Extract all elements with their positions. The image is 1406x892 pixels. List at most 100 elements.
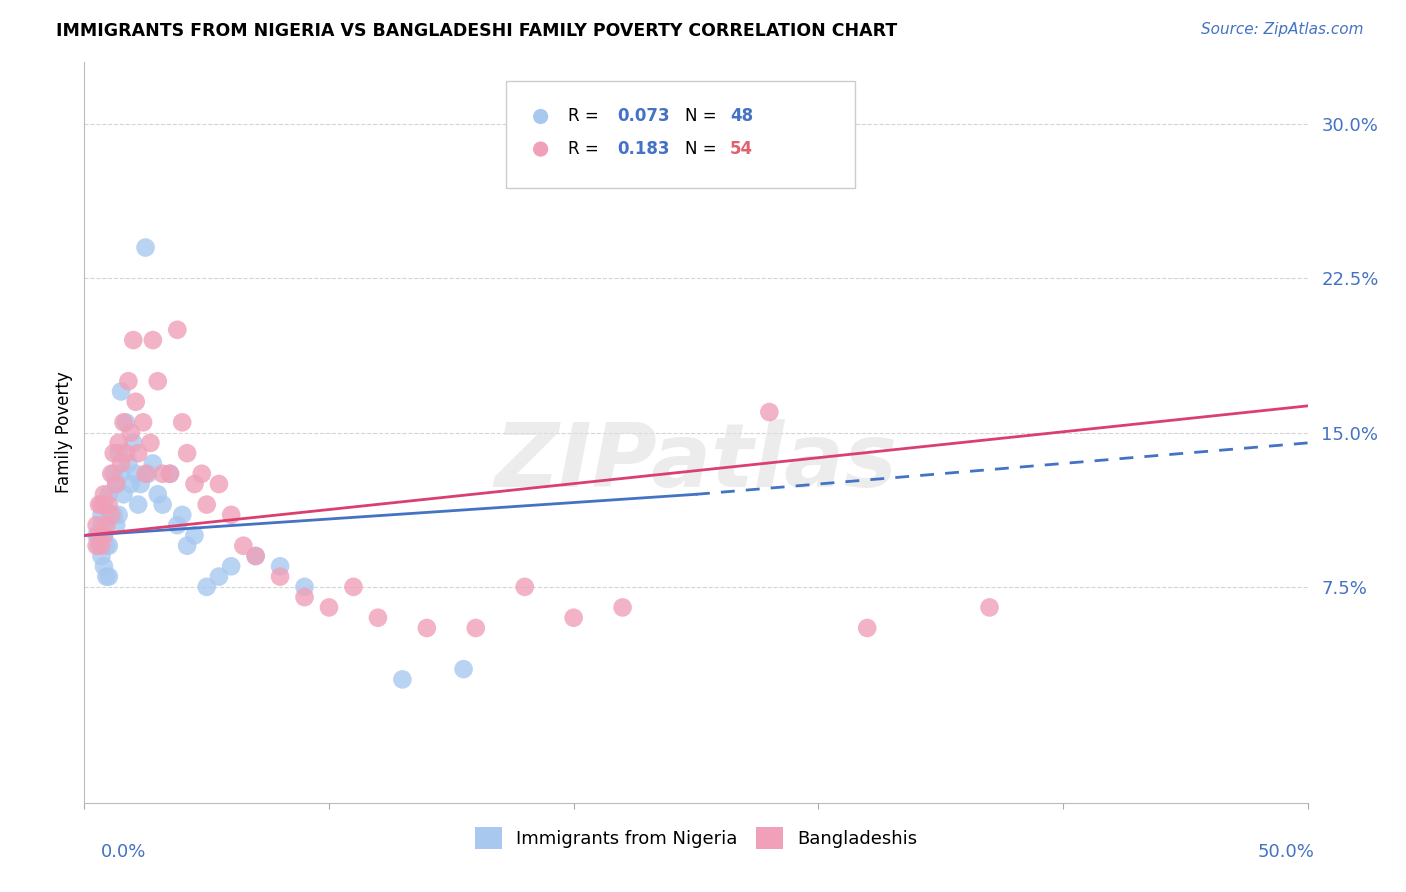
Point [87, 539, 110, 553]
Text: 50.0%: 50.0% [1258, 843, 1315, 861]
Point [127, 446, 149, 460]
Point [195, 580, 218, 594]
Text: 48: 48 [730, 108, 754, 126]
Point [183, 477, 205, 491]
Point [453, 662, 475, 676]
Point [87, 498, 110, 512]
Point [146, 374, 169, 388]
Point [96, 518, 118, 533]
Point [685, 137, 707, 152]
Point [191, 467, 214, 481]
Point [100, 467, 122, 481]
Y-axis label: Family Poverty: Family Poverty [55, 372, 73, 493]
Point [166, 323, 188, 337]
Point [159, 467, 181, 481]
Point [96, 539, 118, 553]
Point [93, 528, 115, 542]
Point [120, 477, 142, 491]
Point [93, 487, 115, 501]
Point [125, 394, 148, 409]
Point [416, 621, 439, 635]
Point [979, 600, 1001, 615]
Point [142, 457, 165, 471]
Point [146, 487, 169, 501]
Point [172, 508, 194, 522]
Text: ZIPatlas: ZIPatlas [495, 418, 897, 506]
Point [86, 539, 108, 553]
Point [107, 508, 129, 522]
Point [159, 467, 181, 481]
Point [97, 498, 120, 512]
Point [245, 549, 267, 563]
Point [612, 600, 634, 615]
Point [97, 569, 120, 583]
Point [176, 539, 198, 553]
Legend: Immigrants from Nigeria, Bangladeshis: Immigrants from Nigeria, Bangladeshis [467, 821, 925, 856]
Point [107, 436, 129, 450]
Point [166, 518, 188, 533]
Point [125, 467, 148, 481]
Point [269, 559, 291, 574]
Point [110, 467, 132, 481]
Text: IMMIGRANTS FROM NIGERIA VS BANGLADESHI FAMILY POVERTY CORRELATION CHART: IMMIGRANTS FROM NIGERIA VS BANGLADESHI F… [56, 22, 897, 40]
Point [318, 600, 340, 615]
Text: 0.183: 0.183 [617, 140, 671, 158]
Point [513, 580, 536, 594]
Point [117, 457, 139, 471]
Point [96, 569, 118, 583]
Point [142, 333, 165, 347]
Point [152, 467, 174, 481]
Point [122, 436, 145, 450]
Text: 54: 54 [730, 140, 754, 158]
Point [294, 590, 316, 604]
Point [758, 405, 780, 419]
Point [103, 446, 125, 460]
Point [105, 477, 128, 491]
Point [105, 477, 128, 491]
Point [100, 508, 122, 522]
Point [93, 498, 115, 512]
FancyBboxPatch shape [506, 81, 855, 188]
Point [232, 539, 254, 553]
Point [90, 518, 112, 533]
Point [90, 498, 112, 512]
Text: N =: N = [685, 140, 721, 158]
Point [103, 467, 125, 481]
Point [342, 580, 364, 594]
Text: 0.0%: 0.0% [101, 843, 146, 861]
Point [464, 621, 486, 635]
Point [391, 673, 413, 687]
Point [172, 415, 194, 429]
Point [562, 611, 585, 625]
Text: R =: R = [568, 140, 609, 158]
Point [152, 498, 174, 512]
Point [90, 549, 112, 563]
Point [269, 569, 291, 583]
Point [208, 477, 231, 491]
Point [195, 498, 218, 512]
Point [93, 559, 115, 574]
Point [93, 528, 115, 542]
Point [115, 415, 138, 429]
Point [107, 446, 129, 460]
Point [219, 508, 242, 522]
Point [136, 467, 159, 481]
Point [105, 518, 128, 533]
Point [103, 508, 125, 522]
Point [367, 611, 389, 625]
Point [90, 539, 112, 553]
Text: Source: ZipAtlas.com: Source: ZipAtlas.com [1201, 22, 1364, 37]
Point [120, 425, 142, 440]
Point [127, 498, 149, 512]
Point [115, 446, 138, 460]
Text: 0.073: 0.073 [617, 108, 671, 126]
Point [86, 518, 108, 533]
Point [122, 333, 145, 347]
Point [110, 457, 132, 471]
Point [117, 374, 139, 388]
Point [219, 559, 242, 574]
Point [97, 487, 120, 501]
Point [86, 528, 108, 542]
Point [112, 487, 135, 501]
Point [135, 240, 157, 255]
